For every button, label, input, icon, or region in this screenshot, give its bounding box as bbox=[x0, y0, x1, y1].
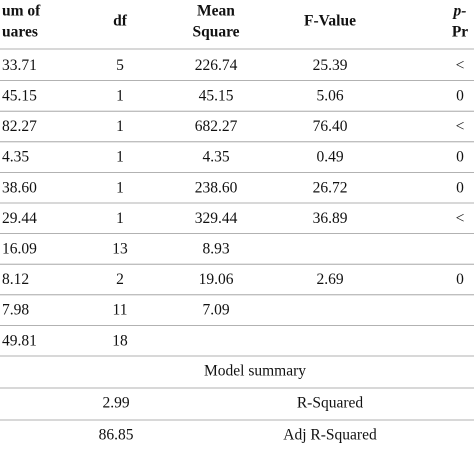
cell: 13 bbox=[112, 240, 128, 257]
cell: 45.15 bbox=[199, 87, 234, 104]
cell: 7.09 bbox=[202, 302, 229, 319]
cell: 0 bbox=[456, 179, 464, 196]
cell: 19.06 bbox=[199, 271, 234, 288]
cell: 16.09 bbox=[2, 240, 37, 257]
cell: 5 bbox=[116, 57, 124, 74]
summary-title: Model summary bbox=[204, 363, 306, 380]
cell: 26.72 bbox=[313, 179, 348, 196]
cell: 329.44 bbox=[195, 210, 238, 227]
cell: 2.99 bbox=[102, 395, 129, 412]
cell: 0.49 bbox=[316, 149, 343, 166]
cell: 49.81 bbox=[2, 332, 37, 349]
header-cell: Square bbox=[192, 24, 239, 41]
header-cell: Pr bbox=[452, 24, 468, 41]
header-cell: um of bbox=[2, 3, 41, 20]
cell: R-Squared bbox=[297, 395, 364, 412]
cell: 0 bbox=[456, 87, 464, 104]
cell: < bbox=[456, 210, 465, 227]
cell: 8.12 bbox=[2, 271, 29, 288]
cell: 8.93 bbox=[202, 240, 229, 257]
cell: 1 bbox=[116, 87, 124, 104]
cell: 0 bbox=[456, 149, 464, 166]
cell: 11 bbox=[113, 302, 128, 319]
cell: 2 bbox=[116, 271, 124, 288]
header-cell: df bbox=[113, 13, 128, 30]
cell: 25.39 bbox=[313, 57, 348, 74]
cell: 238.60 bbox=[195, 179, 238, 196]
cell: 1 bbox=[116, 179, 124, 196]
cell: Adj R-Squared bbox=[283, 427, 377, 444]
cell: 33.71 bbox=[2, 57, 37, 74]
header-cell: Mean bbox=[197, 3, 235, 20]
cell: 1 bbox=[116, 118, 124, 135]
cell: 45.15 bbox=[2, 87, 37, 104]
cell: 0 bbox=[456, 271, 464, 288]
cell: 226.74 bbox=[195, 57, 238, 74]
cell: 29.44 bbox=[2, 210, 37, 227]
cell: 82.27 bbox=[2, 118, 37, 135]
cell: 5.06 bbox=[316, 87, 343, 104]
cell: 86.85 bbox=[99, 427, 134, 444]
header-cell: p- bbox=[452, 3, 467, 20]
header-cell: F-Value bbox=[304, 13, 356, 30]
cell: 7.98 bbox=[2, 302, 29, 319]
cell: 18 bbox=[112, 332, 128, 349]
cell: < bbox=[456, 118, 465, 135]
cell: 76.40 bbox=[313, 118, 348, 135]
cell: 1 bbox=[116, 149, 124, 166]
cell: < bbox=[456, 57, 465, 74]
cell: 4.35 bbox=[2, 149, 29, 166]
cell: 682.27 bbox=[195, 118, 238, 135]
cell: 38.60 bbox=[2, 179, 37, 196]
cell: 1 bbox=[116, 210, 124, 227]
cell: 2.69 bbox=[316, 271, 343, 288]
cell: 4.35 bbox=[202, 149, 229, 166]
header-cell: uares bbox=[2, 24, 38, 41]
cell: 36.89 bbox=[313, 210, 348, 227]
